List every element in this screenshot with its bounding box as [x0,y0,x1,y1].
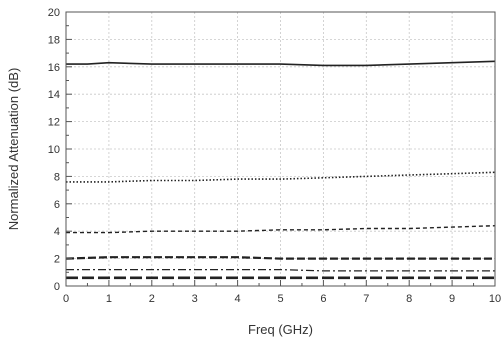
series-line-3 [66,225,496,234]
x-tick-label: 2 [149,293,155,305]
y-tick-label: 18 [48,34,60,46]
x-tick-label: 0 [63,293,69,305]
y-tick-label: 4 [54,226,60,238]
y-tick-label: 10 [48,144,60,156]
x-tick-label: 7 [363,293,369,305]
y-tick-label: 14 [48,89,60,101]
y-axis-title: Normalized Attenuation (dB) [6,68,21,231]
series-line-5 [66,269,495,272]
x-tick-label: 6 [320,293,326,305]
y-tick-label: 16 [48,62,60,74]
y-tick-label: 0 [54,281,60,293]
y-tick-label: 2 [54,254,60,266]
series-line-2 [66,171,496,183]
x-tick-label: 9 [449,293,455,305]
x-tick-label: 1 [106,293,112,305]
x-axis-title: Freq (GHz) [248,322,313,337]
y-tick-label: 20 [48,7,60,19]
x-tick-label: 3 [192,293,198,305]
x-tick-label: 8 [406,293,412,305]
series-line-4 [65,256,495,260]
x-tick-label: 10 [489,293,501,305]
y-tick-label: 8 [54,171,60,183]
series-line-1 [66,60,496,67]
y-tick-label: 6 [54,199,60,211]
y-tick-label: 12 [48,117,60,129]
series-group [65,60,496,280]
x-tick-label: 5 [277,293,283,305]
grid [66,12,495,286]
x-tick-label: 4 [235,293,241,305]
